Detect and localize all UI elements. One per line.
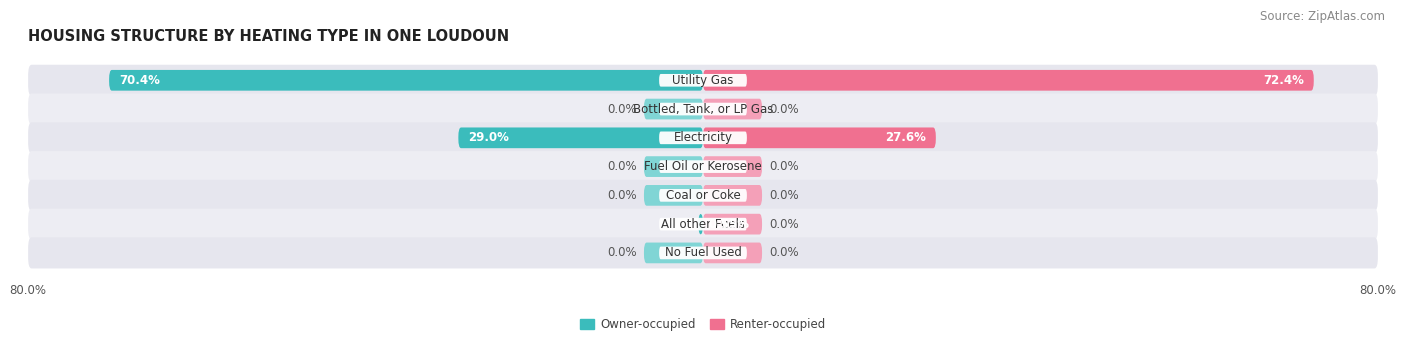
FancyBboxPatch shape: [703, 156, 762, 177]
FancyBboxPatch shape: [659, 132, 747, 144]
FancyBboxPatch shape: [28, 65, 1378, 96]
FancyBboxPatch shape: [699, 214, 703, 235]
Text: Bottled, Tank, or LP Gas: Bottled, Tank, or LP Gas: [633, 103, 773, 116]
Text: Utility Gas: Utility Gas: [672, 74, 734, 87]
Text: 0.0%: 0.0%: [769, 189, 799, 202]
FancyBboxPatch shape: [28, 180, 1378, 211]
FancyBboxPatch shape: [659, 218, 747, 231]
Text: 0.0%: 0.0%: [769, 103, 799, 116]
FancyBboxPatch shape: [703, 242, 762, 263]
FancyBboxPatch shape: [110, 70, 703, 91]
Text: 70.4%: 70.4%: [120, 74, 160, 87]
FancyBboxPatch shape: [28, 237, 1378, 269]
FancyBboxPatch shape: [703, 99, 762, 119]
Text: 29.0%: 29.0%: [468, 131, 509, 144]
Text: 0.0%: 0.0%: [607, 246, 637, 259]
FancyBboxPatch shape: [659, 189, 747, 202]
FancyBboxPatch shape: [644, 242, 703, 263]
FancyBboxPatch shape: [28, 94, 1378, 124]
FancyBboxPatch shape: [644, 99, 703, 119]
FancyBboxPatch shape: [28, 209, 1378, 240]
FancyBboxPatch shape: [644, 185, 703, 206]
Text: Fuel Oil or Kerosene: Fuel Oil or Kerosene: [644, 160, 762, 173]
Text: 0.0%: 0.0%: [769, 246, 799, 259]
FancyBboxPatch shape: [28, 151, 1378, 182]
FancyBboxPatch shape: [659, 74, 747, 87]
FancyBboxPatch shape: [659, 160, 747, 173]
Text: Electricity: Electricity: [673, 131, 733, 144]
Text: 0.0%: 0.0%: [769, 160, 799, 173]
Text: HOUSING STRUCTURE BY HEATING TYPE IN ONE LOUDOUN: HOUSING STRUCTURE BY HEATING TYPE IN ONE…: [28, 29, 509, 44]
Text: 0.0%: 0.0%: [607, 160, 637, 173]
FancyBboxPatch shape: [659, 246, 747, 259]
Text: 72.4%: 72.4%: [1263, 74, 1303, 87]
FancyBboxPatch shape: [703, 128, 936, 148]
Text: Source: ZipAtlas.com: Source: ZipAtlas.com: [1260, 10, 1385, 23]
Text: 0.0%: 0.0%: [769, 218, 799, 231]
FancyBboxPatch shape: [659, 103, 747, 115]
FancyBboxPatch shape: [703, 70, 1313, 91]
FancyBboxPatch shape: [644, 156, 703, 177]
FancyBboxPatch shape: [703, 214, 762, 235]
Text: Coal or Coke: Coal or Coke: [665, 189, 741, 202]
Text: 27.6%: 27.6%: [884, 131, 925, 144]
FancyBboxPatch shape: [458, 128, 703, 148]
Text: 0.0%: 0.0%: [607, 103, 637, 116]
Text: All other Fuels: All other Fuels: [661, 218, 745, 231]
Text: 0.0%: 0.0%: [607, 189, 637, 202]
Text: No Fuel Used: No Fuel Used: [665, 246, 741, 259]
Text: 0.55%: 0.55%: [709, 218, 749, 231]
Legend: Owner-occupied, Renter-occupied: Owner-occupied, Renter-occupied: [575, 313, 831, 336]
FancyBboxPatch shape: [703, 185, 762, 206]
FancyBboxPatch shape: [28, 122, 1378, 153]
